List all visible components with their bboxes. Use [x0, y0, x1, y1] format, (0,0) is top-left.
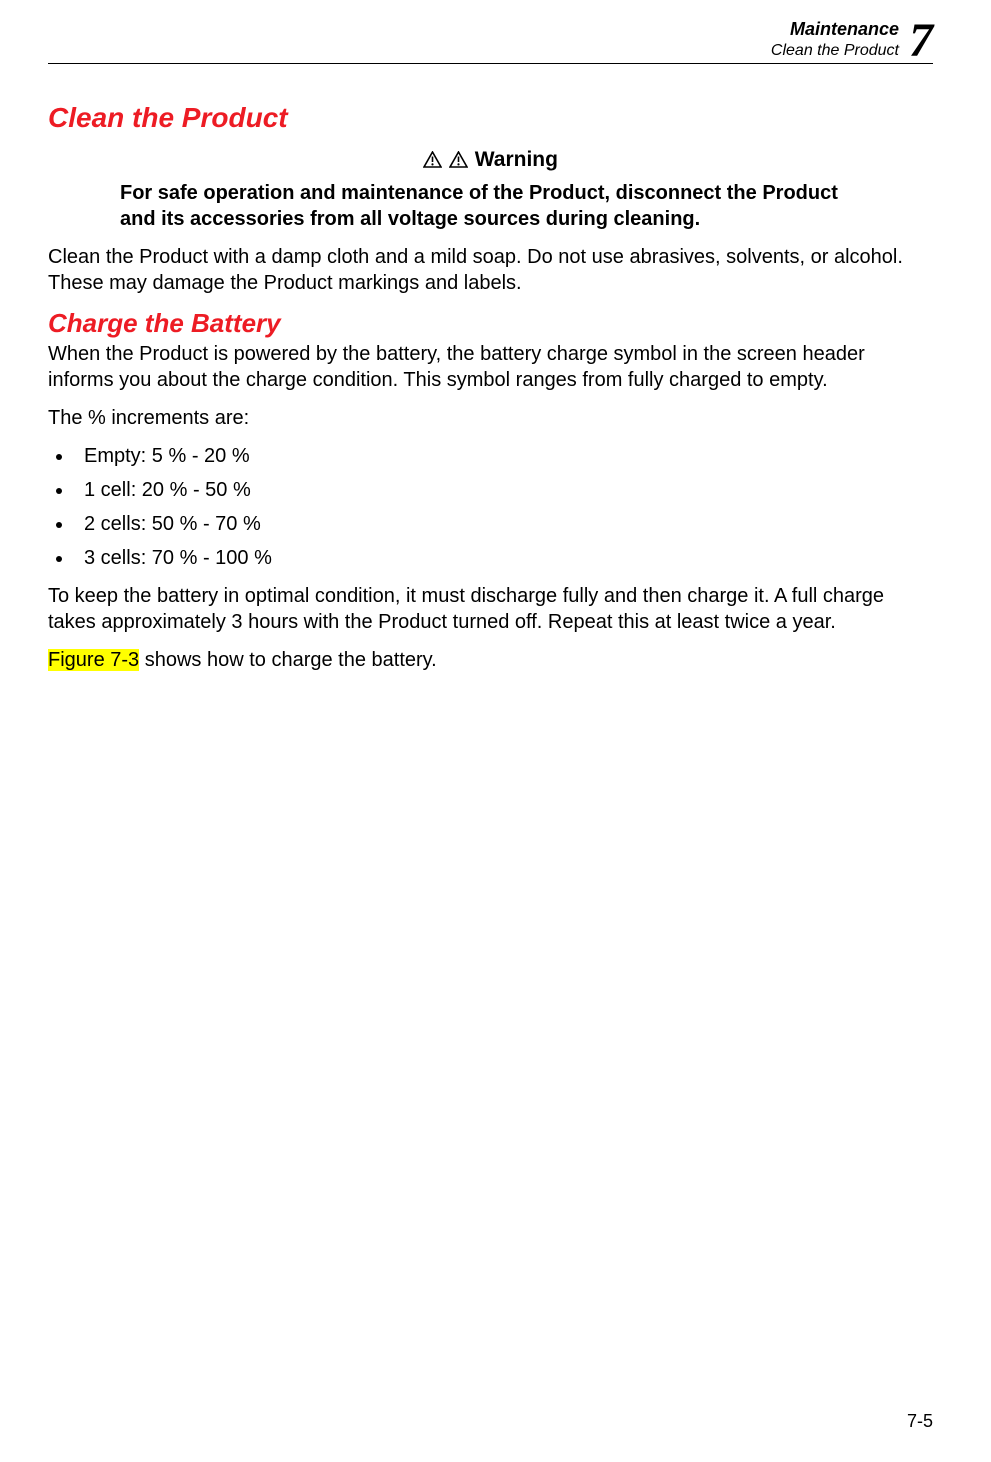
list-item: Empty: 5 % - 20 % — [74, 443, 933, 469]
warning-heading: Warning — [48, 148, 933, 174]
warning-body: For safe operation and maintenance of th… — [120, 180, 863, 232]
page-header: Maintenance Clean the Product 7 — [48, 18, 933, 64]
header-chapter: Maintenance — [771, 18, 899, 41]
warning-label: Warning — [475, 148, 558, 171]
charge-intro-paragraph: When the Product is powered by the batte… — [48, 341, 933, 393]
heading-clean-product: Clean the Product — [48, 102, 933, 134]
warning-triangle-icon — [423, 150, 442, 174]
clean-paragraph: Clean the Product with a damp cloth and … — [48, 244, 933, 296]
heading-charge-battery: Charge the Battery — [48, 308, 933, 339]
header-section: Clean the Product — [771, 41, 899, 61]
list-item: 1 cell: 20 % - 50 % — [74, 477, 933, 503]
warning-text: For safe operation and maintenance of th… — [120, 182, 838, 230]
chapter-number: 7 — [909, 19, 933, 62]
charge-optimal-paragraph: To keep the battery in optimal condition… — [48, 583, 933, 635]
figure-sentence-tail: shows how to charge the battery. — [139, 649, 437, 671]
figure-sentence: Figure 7-3 shows how to charge the batte… — [48, 647, 933, 673]
list-item: 2 cells: 50 % - 70 % — [74, 511, 933, 537]
figure-reference-link[interactable]: Figure 7-3 — [48, 649, 139, 671]
increments-label: The % increments are: — [48, 405, 933, 431]
header-text-block: Maintenance Clean the Product — [771, 18, 899, 61]
increments-list: Empty: 5 % - 20 % 1 cell: 20 % - 50 % 2 … — [74, 443, 933, 571]
warning-triangle-icon — [449, 150, 468, 174]
page-number: 7-5 — [907, 1411, 933, 1432]
list-item: 3 cells: 70 % - 100 % — [74, 545, 933, 571]
